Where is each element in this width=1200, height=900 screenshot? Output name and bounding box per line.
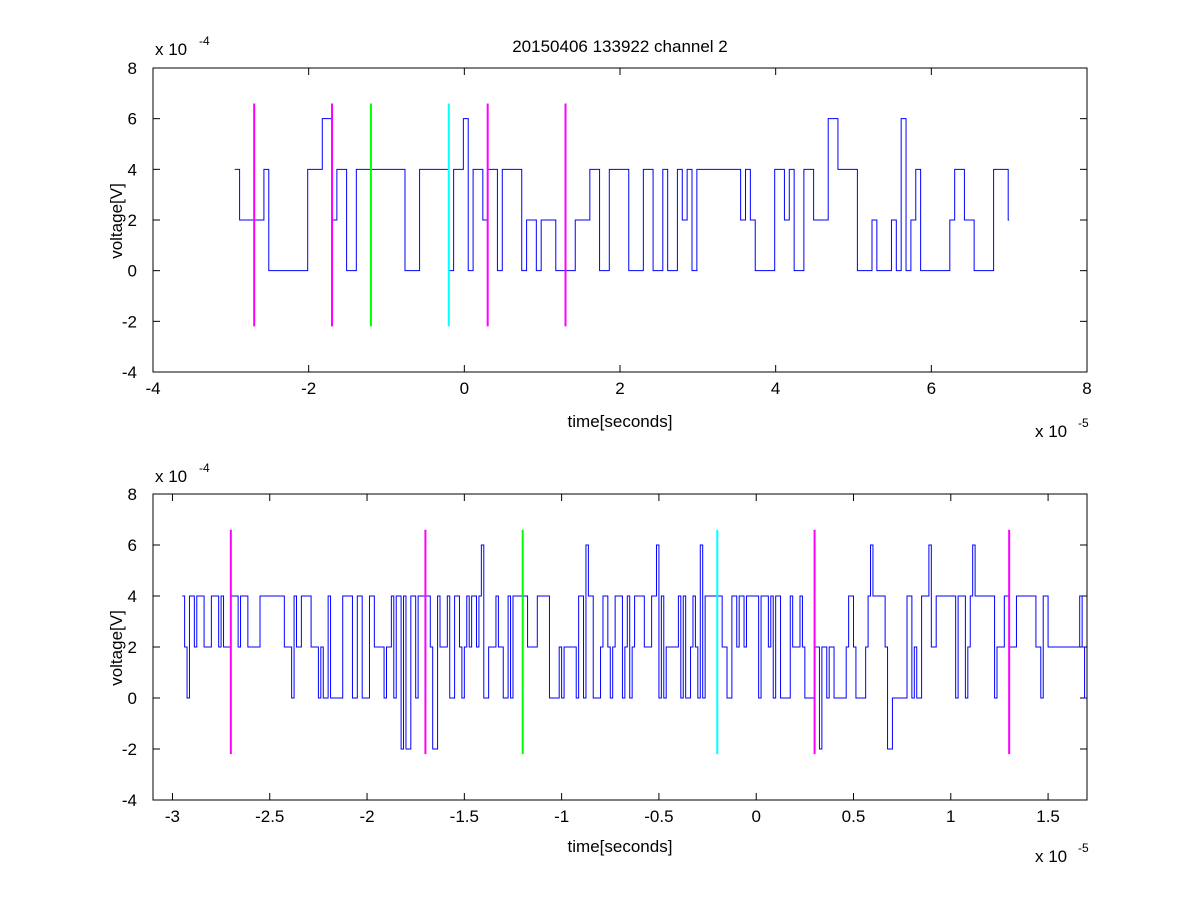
y-tick-label: 4 bbox=[128, 160, 137, 179]
y-tick-label: 0 bbox=[128, 689, 137, 708]
x-tick-label: -3 bbox=[165, 807, 180, 826]
y-tick-label: 4 bbox=[128, 587, 137, 606]
x-axis-label: time[seconds] bbox=[568, 837, 673, 856]
x-multiplier-exponent: -5 bbox=[1078, 841, 1089, 855]
x-tick-label: -0.5 bbox=[644, 807, 673, 826]
axes-box bbox=[152, 493, 1088, 801]
axes-box bbox=[152, 67, 1088, 373]
x-tick-label: 0.5 bbox=[842, 807, 866, 826]
marker-group bbox=[253, 103, 567, 327]
x-tick-label: 1 bbox=[946, 807, 955, 826]
x-tick-label: 2 bbox=[615, 379, 624, 398]
x-tick-label: -2.5 bbox=[255, 807, 284, 826]
y-tick-label: 0 bbox=[128, 262, 137, 281]
y-axis-label: voltage[V] bbox=[107, 610, 126, 686]
tick-group: -4 -2 0 2 4 6 8 -4 -2 0 2 4 6 8 bbox=[122, 59, 1092, 398]
x-tick-label: -2 bbox=[301, 379, 316, 398]
y-tick-label: -4 bbox=[122, 791, 137, 810]
chart-title: 20150406 133922 channel 2 bbox=[512, 37, 728, 56]
subplot-zoomed-trace: x 10 -4 x 10 -5 time[seconds] voltage[V]… bbox=[107, 461, 1089, 866]
tick-group: -3 -2.5 -2 -1.5 -1 -0.5 0 0.5 1 1.5 -4 -2 0 2 4 6 8 bbox=[122, 485, 1087, 826]
y-multiplier-exponent: -4 bbox=[199, 461, 210, 475]
x-tick-label: 4 bbox=[771, 379, 780, 398]
y-tick-label: 2 bbox=[128, 211, 137, 230]
x-multiplier-label: x 10 bbox=[1035, 847, 1067, 866]
x-tick-label: -4 bbox=[145, 379, 160, 398]
y-tick-label: -2 bbox=[122, 312, 137, 331]
y-tick-label: 2 bbox=[128, 638, 137, 657]
y-axis-label: voltage[V] bbox=[107, 183, 126, 259]
y-tick-label: 8 bbox=[128, 485, 137, 504]
y-tick-label: 6 bbox=[128, 536, 137, 555]
y-multiplier: x 10 -4 bbox=[155, 34, 210, 59]
x-tick-label: 0 bbox=[460, 379, 469, 398]
y-multiplier-label: x 10 bbox=[155, 467, 187, 486]
y-tick-label: 6 bbox=[128, 110, 137, 129]
signal-trace bbox=[234, 118, 1010, 272]
subplot-full-trace: 20150406 133922 channel 2 x 10 -4 x 10 -… bbox=[107, 34, 1092, 441]
x-multiplier: x 10 -5 bbox=[1035, 841, 1089, 866]
x-axis-label: time[seconds] bbox=[568, 412, 673, 431]
signal-group bbox=[182, 544, 1088, 750]
y-multiplier-label: x 10 bbox=[155, 40, 187, 59]
x-tick-label: -2 bbox=[359, 807, 374, 826]
x-multiplier-label: x 10 bbox=[1035, 422, 1067, 441]
y-multiplier: x 10 -4 bbox=[155, 461, 210, 486]
x-multiplier: x 10 -5 bbox=[1035, 416, 1089, 441]
y-multiplier-exponent: -4 bbox=[199, 34, 210, 48]
x-multiplier-exponent: -5 bbox=[1078, 416, 1089, 430]
marker-group bbox=[229, 529, 1011, 755]
x-tick-label: 8 bbox=[1082, 379, 1091, 398]
y-tick-label: 8 bbox=[128, 59, 137, 78]
x-tick-label: 0 bbox=[751, 807, 760, 826]
x-tick-label: -1 bbox=[554, 807, 569, 826]
x-tick-label: 6 bbox=[927, 379, 936, 398]
signal-group bbox=[234, 118, 1010, 272]
y-tick-label: -2 bbox=[122, 740, 137, 759]
x-tick-label: -1.5 bbox=[450, 807, 479, 826]
y-tick-label: -4 bbox=[122, 363, 137, 382]
signal-trace bbox=[182, 544, 1088, 750]
x-tick-label: 1.5 bbox=[1036, 807, 1060, 826]
